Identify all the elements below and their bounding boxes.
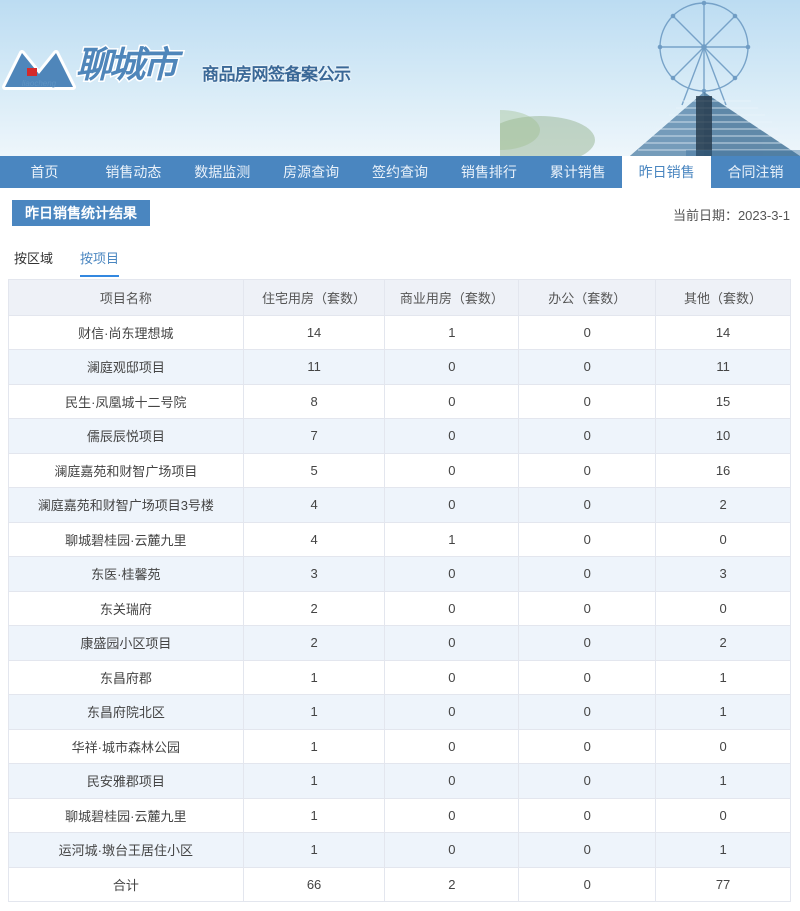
svg-text:聊城市: 聊城市 — [76, 44, 184, 85]
svg-text:liaocheng: liaocheng — [22, 79, 57, 88]
